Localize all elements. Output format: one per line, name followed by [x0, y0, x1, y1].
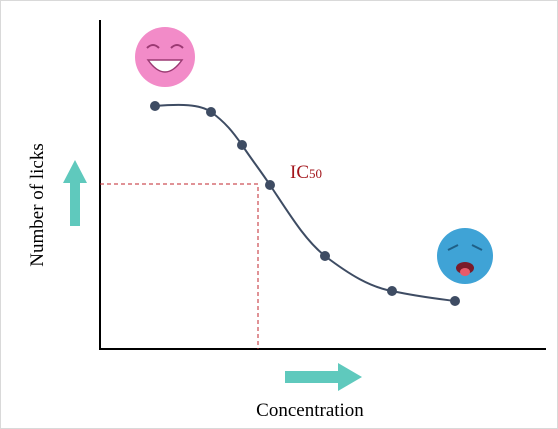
- up-arrow: [63, 160, 87, 226]
- eyes: [447, 244, 483, 251]
- face: [135, 27, 195, 87]
- point: [237, 140, 247, 150]
- face: [437, 228, 493, 284]
- ic50-label: IC50: [290, 162, 322, 183]
- point: [150, 101, 160, 111]
- point: [450, 296, 460, 306]
- right-arrow: [285, 363, 362, 391]
- mouth: [146, 59, 184, 73]
- point: [206, 107, 216, 117]
- point: [265, 180, 275, 190]
- x-axis-label: Concentration: [256, 400, 364, 421]
- ic50-main: IC: [290, 162, 309, 183]
- eyes: [146, 44, 184, 49]
- happy-face: [135, 27, 195, 87]
- curve-points: [150, 101, 460, 306]
- point: [320, 251, 330, 261]
- sad-face: [437, 228, 493, 284]
- point: [387, 286, 397, 296]
- tongue: [460, 268, 470, 276]
- ic50-guide: [100, 183, 259, 349]
- y-axis-label: Number of licks: [27, 143, 48, 266]
- ic50-sub: 50: [309, 166, 322, 181]
